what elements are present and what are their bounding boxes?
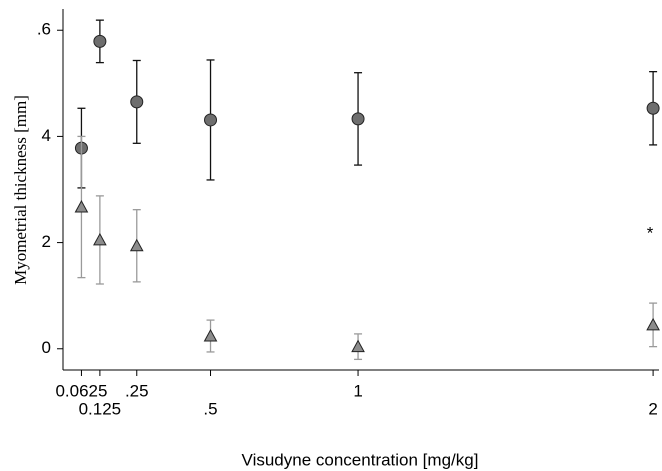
- triangle-marker: [74, 199, 89, 213]
- y-tick-label: .6: [37, 20, 51, 39]
- triangle-marker: [129, 238, 144, 252]
- circle-marker: [351, 112, 365, 126]
- triangle-marker: [93, 232, 107, 246]
- x-tick-label: 0.0625: [55, 381, 107, 400]
- triangle-marker: [203, 328, 218, 342]
- x-tick-label: 0.125: [79, 399, 122, 418]
- y-tick-label: 2: [42, 232, 51, 251]
- x-tick-label: 1: [353, 381, 362, 400]
- y-tick-label: 4: [42, 126, 51, 145]
- circle-marker: [93, 34, 107, 48]
- annotation: *: [647, 223, 654, 242]
- y-axis-label: Myometrial thickness [mm]: [11, 95, 30, 285]
- y-tick-label: 0: [42, 338, 51, 357]
- x-tick-label: .25: [125, 381, 149, 400]
- x-axis-label: Visudyne concentration [mg/kg]: [242, 450, 479, 469]
- circle-marker: [204, 113, 218, 127]
- circle-marker: [130, 95, 144, 109]
- x-tick-label: .5: [203, 399, 217, 418]
- triangle-marker: [351, 339, 365, 353]
- triangle-marker: [646, 317, 660, 331]
- x-tick-label: 2: [648, 399, 657, 418]
- circle-marker: [646, 101, 660, 115]
